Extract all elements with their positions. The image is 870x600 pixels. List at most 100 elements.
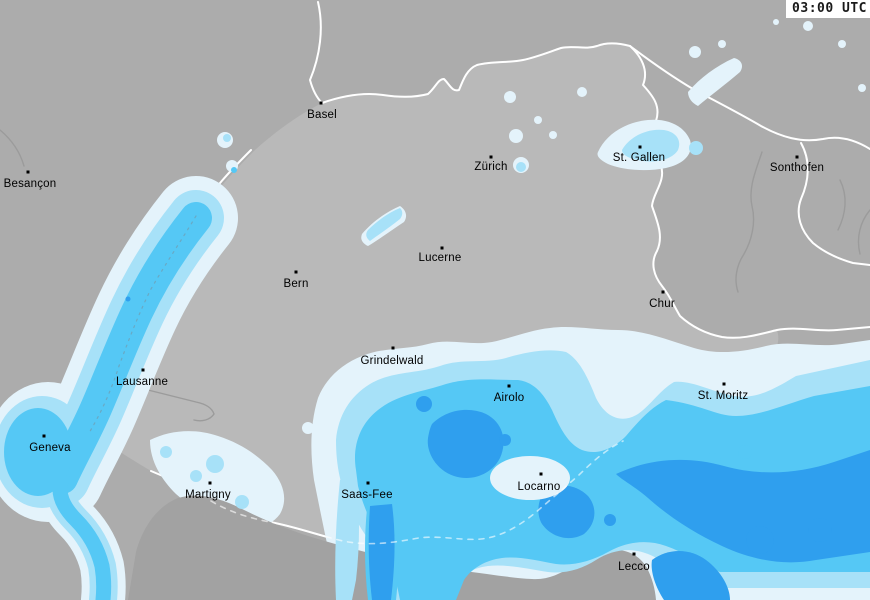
city-dot	[366, 481, 370, 485]
city-label: Sonthofen	[770, 162, 824, 174]
city-dot	[632, 552, 636, 556]
precip-shape	[689, 141, 703, 155]
city-dot	[507, 384, 511, 388]
precip-shape	[335, 478, 359, 600]
border-austria-east	[629, 45, 870, 339]
city-dot	[638, 145, 642, 149]
precip-shape	[622, 129, 680, 162]
city-marker: Locarno	[518, 472, 561, 493]
precip-shape	[504, 91, 516, 103]
city-label: Zürich	[474, 161, 507, 173]
city-label: Airolo	[494, 392, 525, 404]
city-label: Geneva	[29, 442, 71, 454]
precip-shape	[509, 129, 523, 143]
precip-shape	[688, 58, 742, 106]
city-label: Lausanne	[116, 376, 168, 388]
precip-shape	[549, 131, 557, 139]
city-marker: Lucerne	[419, 246, 461, 264]
city-marker: Lecco	[618, 552, 650, 573]
region-line	[0, 129, 25, 167]
timestamp-badge: 03:00 UTC	[786, 0, 870, 18]
precip-shape	[302, 422, 314, 434]
city-label: Basel	[307, 109, 337, 121]
city-dot	[722, 382, 726, 386]
precip-shape	[773, 19, 779, 25]
city-marker: Zürich	[474, 155, 507, 173]
lake-geneva-outline	[147, 389, 215, 422]
city-marker: Geneva	[29, 434, 71, 454]
city-marker: Besançon	[4, 170, 57, 190]
city-label: Lecco	[618, 561, 650, 573]
city-dot	[661, 290, 665, 294]
city-dot	[440, 246, 444, 250]
city-marker: St. Gallen	[613, 145, 665, 164]
precip-shape	[150, 431, 285, 529]
city-dot	[42, 434, 46, 438]
precip-heavy-layer	[125, 296, 870, 600]
city-dot	[391, 346, 395, 350]
city-label: Locarno	[518, 481, 561, 493]
city-markers-layer: Besançon Basel Zürich St. Gallen Sonthofen Lu…	[4, 101, 824, 573]
city-dot	[26, 170, 30, 174]
timestamp-label: 03:00 UTC	[792, 1, 867, 16]
city-dot	[294, 270, 298, 274]
region-line	[735, 151, 763, 293]
precip-shape	[516, 162, 526, 172]
precip-shape	[689, 46, 701, 58]
precip-shape	[534, 116, 542, 124]
precip-shape	[803, 21, 813, 31]
city-marker: Saas-Fee	[341, 481, 393, 501]
precip-shape	[746, 526, 774, 554]
precip-shape	[190, 470, 202, 482]
city-label: St. Moritz	[698, 390, 749, 402]
border-italy-ghost	[210, 440, 624, 545]
city-marker: Airolo	[494, 384, 525, 404]
precip-shape	[577, 87, 587, 97]
city-label: Besançon	[4, 178, 57, 190]
city-marker: Lausanne	[116, 368, 168, 388]
precip-shape	[160, 446, 172, 458]
precip-shape	[651, 551, 730, 600]
border-overlay-layer	[88, 215, 624, 545]
precip-shape	[206, 455, 224, 473]
city-marker: Grindelwald	[361, 346, 424, 367]
city-label: Chur	[649, 298, 675, 310]
city-dot	[141, 368, 145, 372]
city-label: Grindelwald	[361, 355, 424, 367]
precip-shape	[490, 456, 570, 500]
precip-shape	[858, 84, 866, 92]
city-marker: Martigny	[185, 481, 231, 501]
city-dot	[319, 101, 323, 105]
region-line	[857, 209, 870, 255]
city-label: Bern	[283, 278, 308, 290]
precip-shape	[125, 296, 131, 302]
city-dot	[539, 472, 543, 476]
precip-shape	[223, 134, 231, 142]
city-marker: Sonthofen	[770, 155, 824, 174]
city-dot	[795, 155, 799, 159]
city-dot	[489, 155, 493, 159]
city-marker: St. Moritz	[698, 382, 749, 402]
precip-shape	[838, 40, 846, 48]
border-austria-branch	[797, 142, 870, 266]
city-label: Martigny	[185, 489, 231, 501]
city-dot	[208, 481, 212, 485]
region-lines-layer	[0, 129, 870, 422]
border-germany-austria	[629, 45, 870, 150]
southern-dry-land	[128, 495, 656, 600]
city-label: Saas-Fee	[341, 489, 392, 501]
city-marker: Chur	[649, 290, 675, 310]
precip-shape	[718, 40, 726, 48]
precip-shape	[368, 504, 395, 600]
precip-shape	[538, 485, 595, 539]
precip-shape	[231, 167, 237, 173]
city-marker: Bern	[283, 270, 308, 290]
region-line	[837, 179, 846, 231]
precip-shape	[4, 408, 72, 496]
city-marker: Basel	[307, 101, 337, 121]
precip-shape	[499, 434, 511, 446]
precip-shape	[738, 445, 752, 459]
precip-shape	[322, 422, 338, 438]
border-jura-ghost	[88, 215, 197, 434]
